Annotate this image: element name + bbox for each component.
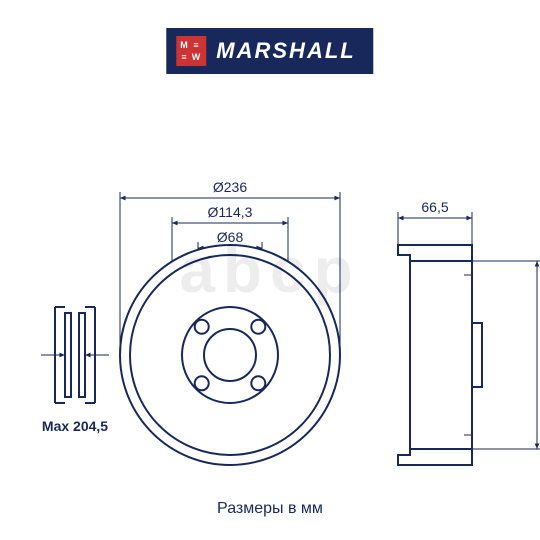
emblem-cell: ≡ bbox=[192, 40, 203, 50]
svg-text:Ø114,3: Ø114,3 bbox=[208, 204, 253, 220]
emblem-cell: W bbox=[192, 52, 203, 62]
svg-text:66,5: 66,5 bbox=[421, 199, 448, 215]
brand-name: MARSHALL bbox=[216, 38, 355, 64]
emblem-cell: M bbox=[180, 40, 190, 50]
svg-text:Ø68: Ø68 bbox=[217, 229, 244, 245]
brand-logo: M ≡ ≡ W MARSHALL bbox=[166, 28, 373, 74]
diagram-svg: Ø236Ø114,3Ø68Max 204,566,5203,3 bbox=[0, 90, 540, 490]
brand-emblem: M ≡ ≡ W bbox=[176, 36, 206, 66]
caption-text: Размеры в мм bbox=[0, 500, 540, 518]
emblem-cell: ≡ bbox=[180, 52, 190, 62]
svg-text:Ø236: Ø236 bbox=[213, 179, 247, 195]
technical-diagram: Ø236Ø114,3Ø68Max 204,566,5203,3 bbox=[0, 90, 540, 490]
svg-text:Max 204,5: Max 204,5 bbox=[42, 418, 108, 434]
